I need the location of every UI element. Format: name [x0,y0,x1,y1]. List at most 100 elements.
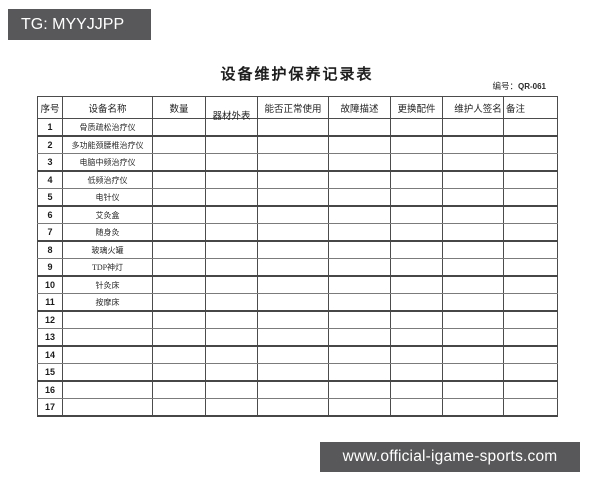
empty-cell [390,380,443,399]
empty-cell [390,275,443,294]
empty-cell [205,240,258,259]
table-row: 9 TDP神灯 [37,258,558,277]
table-row: 14 [37,345,558,364]
equipment-name-cell [62,345,153,364]
empty-cell [442,363,504,382]
col-header-fault-description-label: 故障描述 [340,104,379,115]
col-header-replaced-parts: 更换配件 [390,96,443,119]
empty-cell [503,153,558,172]
row-number-cell: 14 [37,345,63,364]
empty-cell [328,223,391,242]
row-number-cell: 12 [37,310,63,329]
empty-cell [257,118,329,137]
empty-cell [205,380,258,399]
empty-cell [257,345,329,364]
empty-cell [390,240,443,259]
empty-cell [257,275,329,294]
empty-cell [328,293,391,312]
empty-cell [390,258,443,277]
empty-cell [257,170,329,189]
empty-cell [390,363,443,382]
col-header-quantity-label: 数量 [169,104,189,115]
empty-cell [390,223,443,242]
doc-code-value: QR-061 [517,82,546,91]
empty-cell [257,293,329,312]
empty-cell [328,345,391,364]
empty-cell [205,293,258,312]
empty-cell [257,258,329,277]
empty-cell [205,398,258,417]
empty-cell [328,328,391,347]
maintenance-record-table: 序号 设备名称 数量 器材外表 能否正常使用 故障描述 更换配件 维护人签名 备… [37,96,558,417]
empty-cell [442,398,504,417]
empty-cell [442,153,504,172]
empty-cell [503,258,558,277]
empty-cell [328,258,391,277]
doc-code: 编号：QR-061 [492,80,546,92]
empty-cell [152,310,206,329]
table-row: 17 [37,398,558,417]
empty-cell [152,293,206,312]
empty-cell [328,153,391,172]
empty-cell [205,275,258,294]
row-number-cell: 3 [37,153,63,172]
table-row: 13 [37,328,558,347]
table-row: 6 艾灸盒 [37,205,558,224]
empty-cell [257,310,329,329]
col-header-appearance-label: 器材外表 [212,111,251,122]
empty-cell [442,170,504,189]
table-row: 2 多功能颈腰椎治疗仪 [37,135,558,154]
row-number-cell: 13 [37,328,63,347]
empty-cell [390,345,443,364]
empty-cell [152,398,206,417]
empty-cell [328,135,391,154]
equipment-name-cell [62,398,153,417]
bottom-watermark-banner: www.official-igame-sports.com [320,442,580,472]
empty-cell [503,118,558,137]
equipment-name-cell [62,363,153,382]
empty-cell [152,345,206,364]
empty-cell [152,223,206,242]
table-row: 12 [37,310,558,329]
col-header-equipment-name-label: 设备名称 [88,104,127,115]
empty-cell [205,153,258,172]
empty-cell [152,328,206,347]
empty-cell [390,328,443,347]
empty-cell [503,310,558,329]
empty-cell [390,293,443,312]
table-row: 15 [37,363,558,382]
col-header-serial: 序号 [37,96,63,119]
empty-cell [257,223,329,242]
empty-cell [257,153,329,172]
col-header-serial-label: 序号 [40,104,60,115]
table-row: 11 按摩床 [37,293,558,312]
equipment-name-cell: 低频治疗仪 [62,170,153,189]
col-header-fault-description: 故障描述 [328,96,391,119]
page-title: 设备维护保养记录表 [220,67,374,83]
empty-cell [152,118,206,137]
empty-cell [205,258,258,277]
empty-cell [442,118,504,137]
table-row: 10 针灸床 [37,275,558,294]
col-header-quantity: 数量 [152,96,206,119]
col-header-remarks: 备注 [503,96,558,119]
empty-cell [503,188,558,207]
col-header-replaced-parts-label: 更换配件 [397,104,436,115]
equipment-name-cell: 电针仪 [62,188,153,207]
empty-cell [503,293,558,312]
empty-cell [503,223,558,242]
empty-cell [503,275,558,294]
empty-cell [390,205,443,224]
equipment-name-cell: 玻璃火罐 [62,240,153,259]
col-header-remarks-label: 备注 [506,104,526,115]
empty-cell [205,223,258,242]
empty-cell [328,398,391,417]
table-row: 5 电针仪 [37,188,558,207]
empty-cell [152,170,206,189]
col-header-appearance: 器材外表 [205,96,258,122]
empty-cell [503,363,558,382]
empty-cell [205,328,258,347]
empty-cell [205,345,258,364]
empty-cell [442,223,504,242]
equipment-name-cell: 针灸床 [62,275,153,294]
